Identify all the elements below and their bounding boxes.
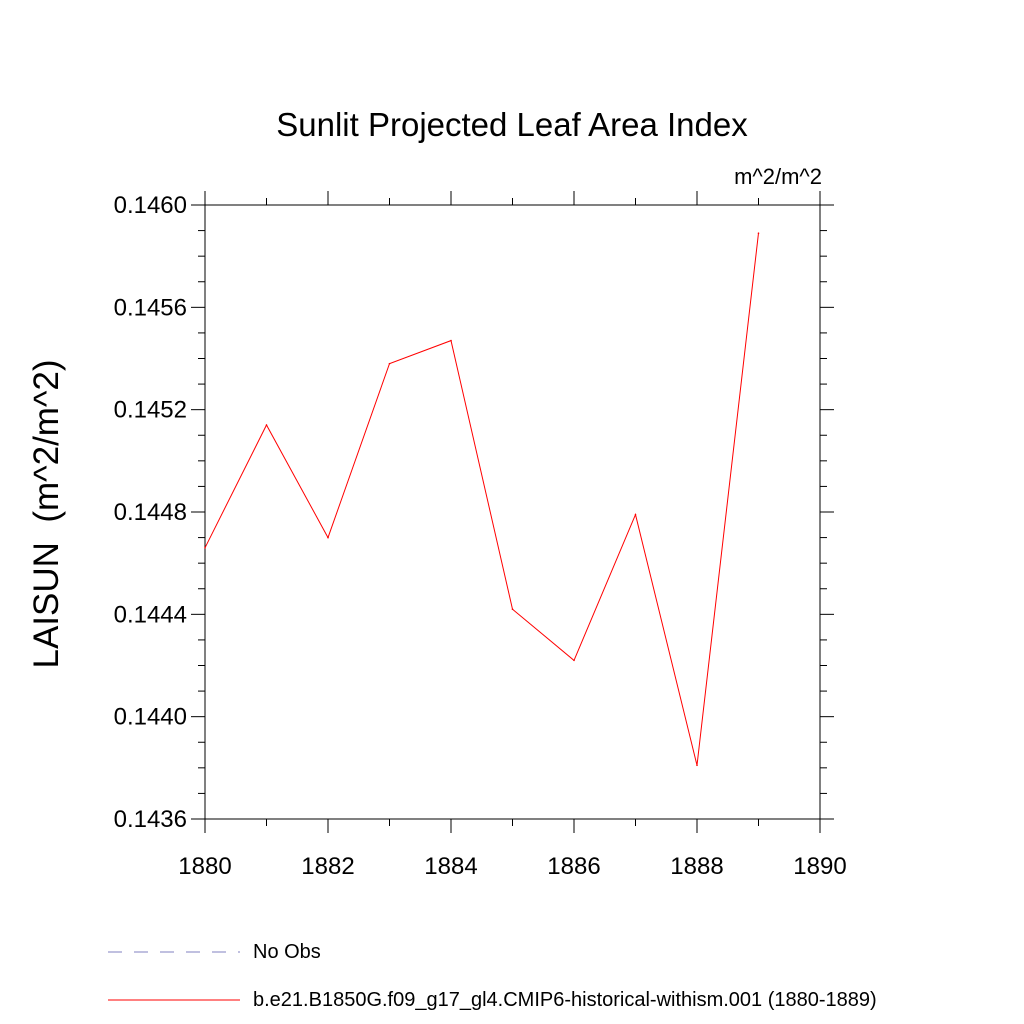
y-tick-label: 0.1460: [114, 192, 187, 219]
data-point: [327, 536, 329, 539]
y-tick-label: 0.1448: [114, 499, 187, 526]
data-point: [757, 232, 760, 234]
legend-label-series: b.e21.B1850G.f09_g17_gl4.CMIP6-historica…: [253, 989, 877, 1011]
data-point: [265, 424, 268, 426]
plot-frame: [204, 204, 821, 820]
y-tick-label: 0.1440: [114, 704, 187, 731]
chart-title: Sunlit Projected Leaf Area Index: [276, 106, 748, 143]
data-point: [573, 659, 575, 662]
x-tick-label: 1886: [547, 853, 600, 880]
y-tick-label: 0.1436: [114, 806, 187, 833]
y-tick-label: 0.1456: [114, 294, 187, 321]
x-tick-label: 1884: [424, 853, 477, 880]
data-point: [450, 339, 452, 342]
x-tick-label: 1890: [793, 853, 846, 880]
data-point: [511, 608, 514, 611]
data-point: [204, 547, 206, 549]
legend-label-no-obs: No Obs: [253, 941, 321, 963]
data-point: [696, 764, 698, 767]
series-line-0: [204, 233, 759, 766]
y-tick-label: 0.1444: [114, 601, 187, 628]
y-tick-label: 0.1452: [114, 397, 187, 424]
x-tick-label: 1888: [670, 853, 723, 880]
units-label: m^2/m^2: [734, 164, 822, 189]
data-point: [634, 513, 637, 516]
x-tick-label: 1880: [178, 853, 231, 880]
x-tick-label: 1882: [301, 853, 354, 880]
data-point: [388, 362, 391, 365]
